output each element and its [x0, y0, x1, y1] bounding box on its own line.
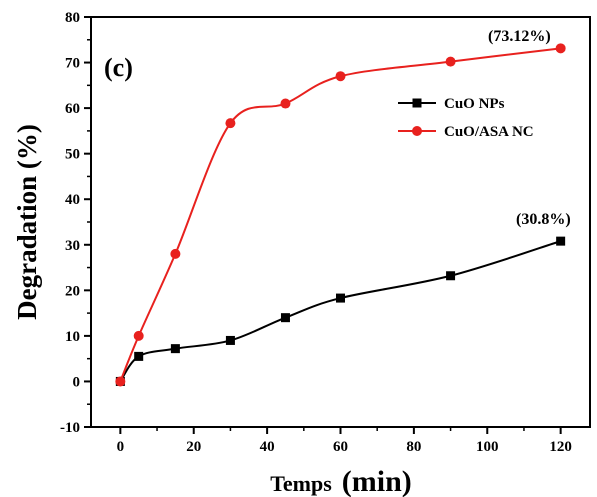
x-tick-label: 120: [549, 439, 572, 455]
y-tick-label: 40: [65, 192, 80, 208]
series-line-cuo-nps: [119, 240, 561, 383]
y-tick-label: 50: [65, 147, 80, 163]
y-tick-label: -10: [60, 420, 80, 436]
data-point-cuo-asa-nc: [170, 248, 181, 259]
legend-label-cuo-asa-nc: CuO/ASA NC: [444, 124, 534, 140]
data-point-cuo-nps: [280, 313, 290, 323]
x-axis-title: Temps (min): [270, 465, 412, 497]
data-point-cuo-asa-nc: [555, 43, 566, 54]
y-tick-label: 70: [65, 56, 80, 72]
data-point-cuo-asa-nc: [225, 118, 236, 129]
data-point-cuo-asa-nc: [335, 71, 346, 82]
x-axis-title-text: Temps: [270, 471, 332, 496]
x-tick-label: 60: [333, 439, 348, 455]
axis-ticks: 0 20 40 60 80 100 120 -10 0 10 20 30 40 50 60 70 80: [60, 10, 572, 455]
y-tick-label: 60: [65, 101, 80, 117]
legend-label-cuo-nps: CuO NPs: [444, 96, 505, 112]
data-point-cuo-asa-nc: [280, 98, 291, 109]
data-point-cuo-asa-nc: [115, 376, 126, 387]
data-point-cuo-asa-nc: [133, 330, 144, 341]
y-tick-label: 20: [65, 283, 80, 299]
data-point-cuo-nps: [446, 271, 456, 281]
x-tick-label: 20: [186, 439, 201, 455]
data-point-cuo-nps: [134, 351, 144, 361]
legend: CuO NPs CuO/ASA NC: [398, 96, 534, 140]
y-tick-label: 30: [65, 238, 80, 254]
plot-frame: [90, 16, 591, 428]
y-tick-label: 0: [73, 374, 81, 390]
y-tick-label: 80: [65, 10, 80, 26]
panel-label: (c): [104, 53, 133, 82]
data-point-cuo-nps: [225, 335, 235, 345]
data-point-cuo-asa-nc: [445, 56, 456, 67]
x-tick-label: 80: [406, 439, 421, 455]
legend-marker-cuo-asa-nc: [412, 126, 422, 136]
x-tick-label: 0: [117, 439, 125, 455]
y-axis-title: Degradation (%): [12, 124, 42, 320]
annotation-cuo-nps-final: (30.8%): [516, 211, 571, 228]
data-point-cuo-nps: [170, 344, 180, 354]
annotation-cuo-asa-nc-final: (73.12%): [488, 28, 551, 45]
series-layer: [115, 43, 566, 387]
data-point-cuo-nps: [336, 293, 345, 303]
x-axis-title-unit: (min): [342, 465, 412, 497]
data-point-cuo-nps: [556, 236, 566, 246]
legend-marker-cuo-nps: [412, 98, 422, 108]
x-tick-label: 40: [260, 439, 275, 455]
y-tick-label: 10: [65, 329, 80, 345]
x-tick-label: 100: [476, 439, 499, 455]
